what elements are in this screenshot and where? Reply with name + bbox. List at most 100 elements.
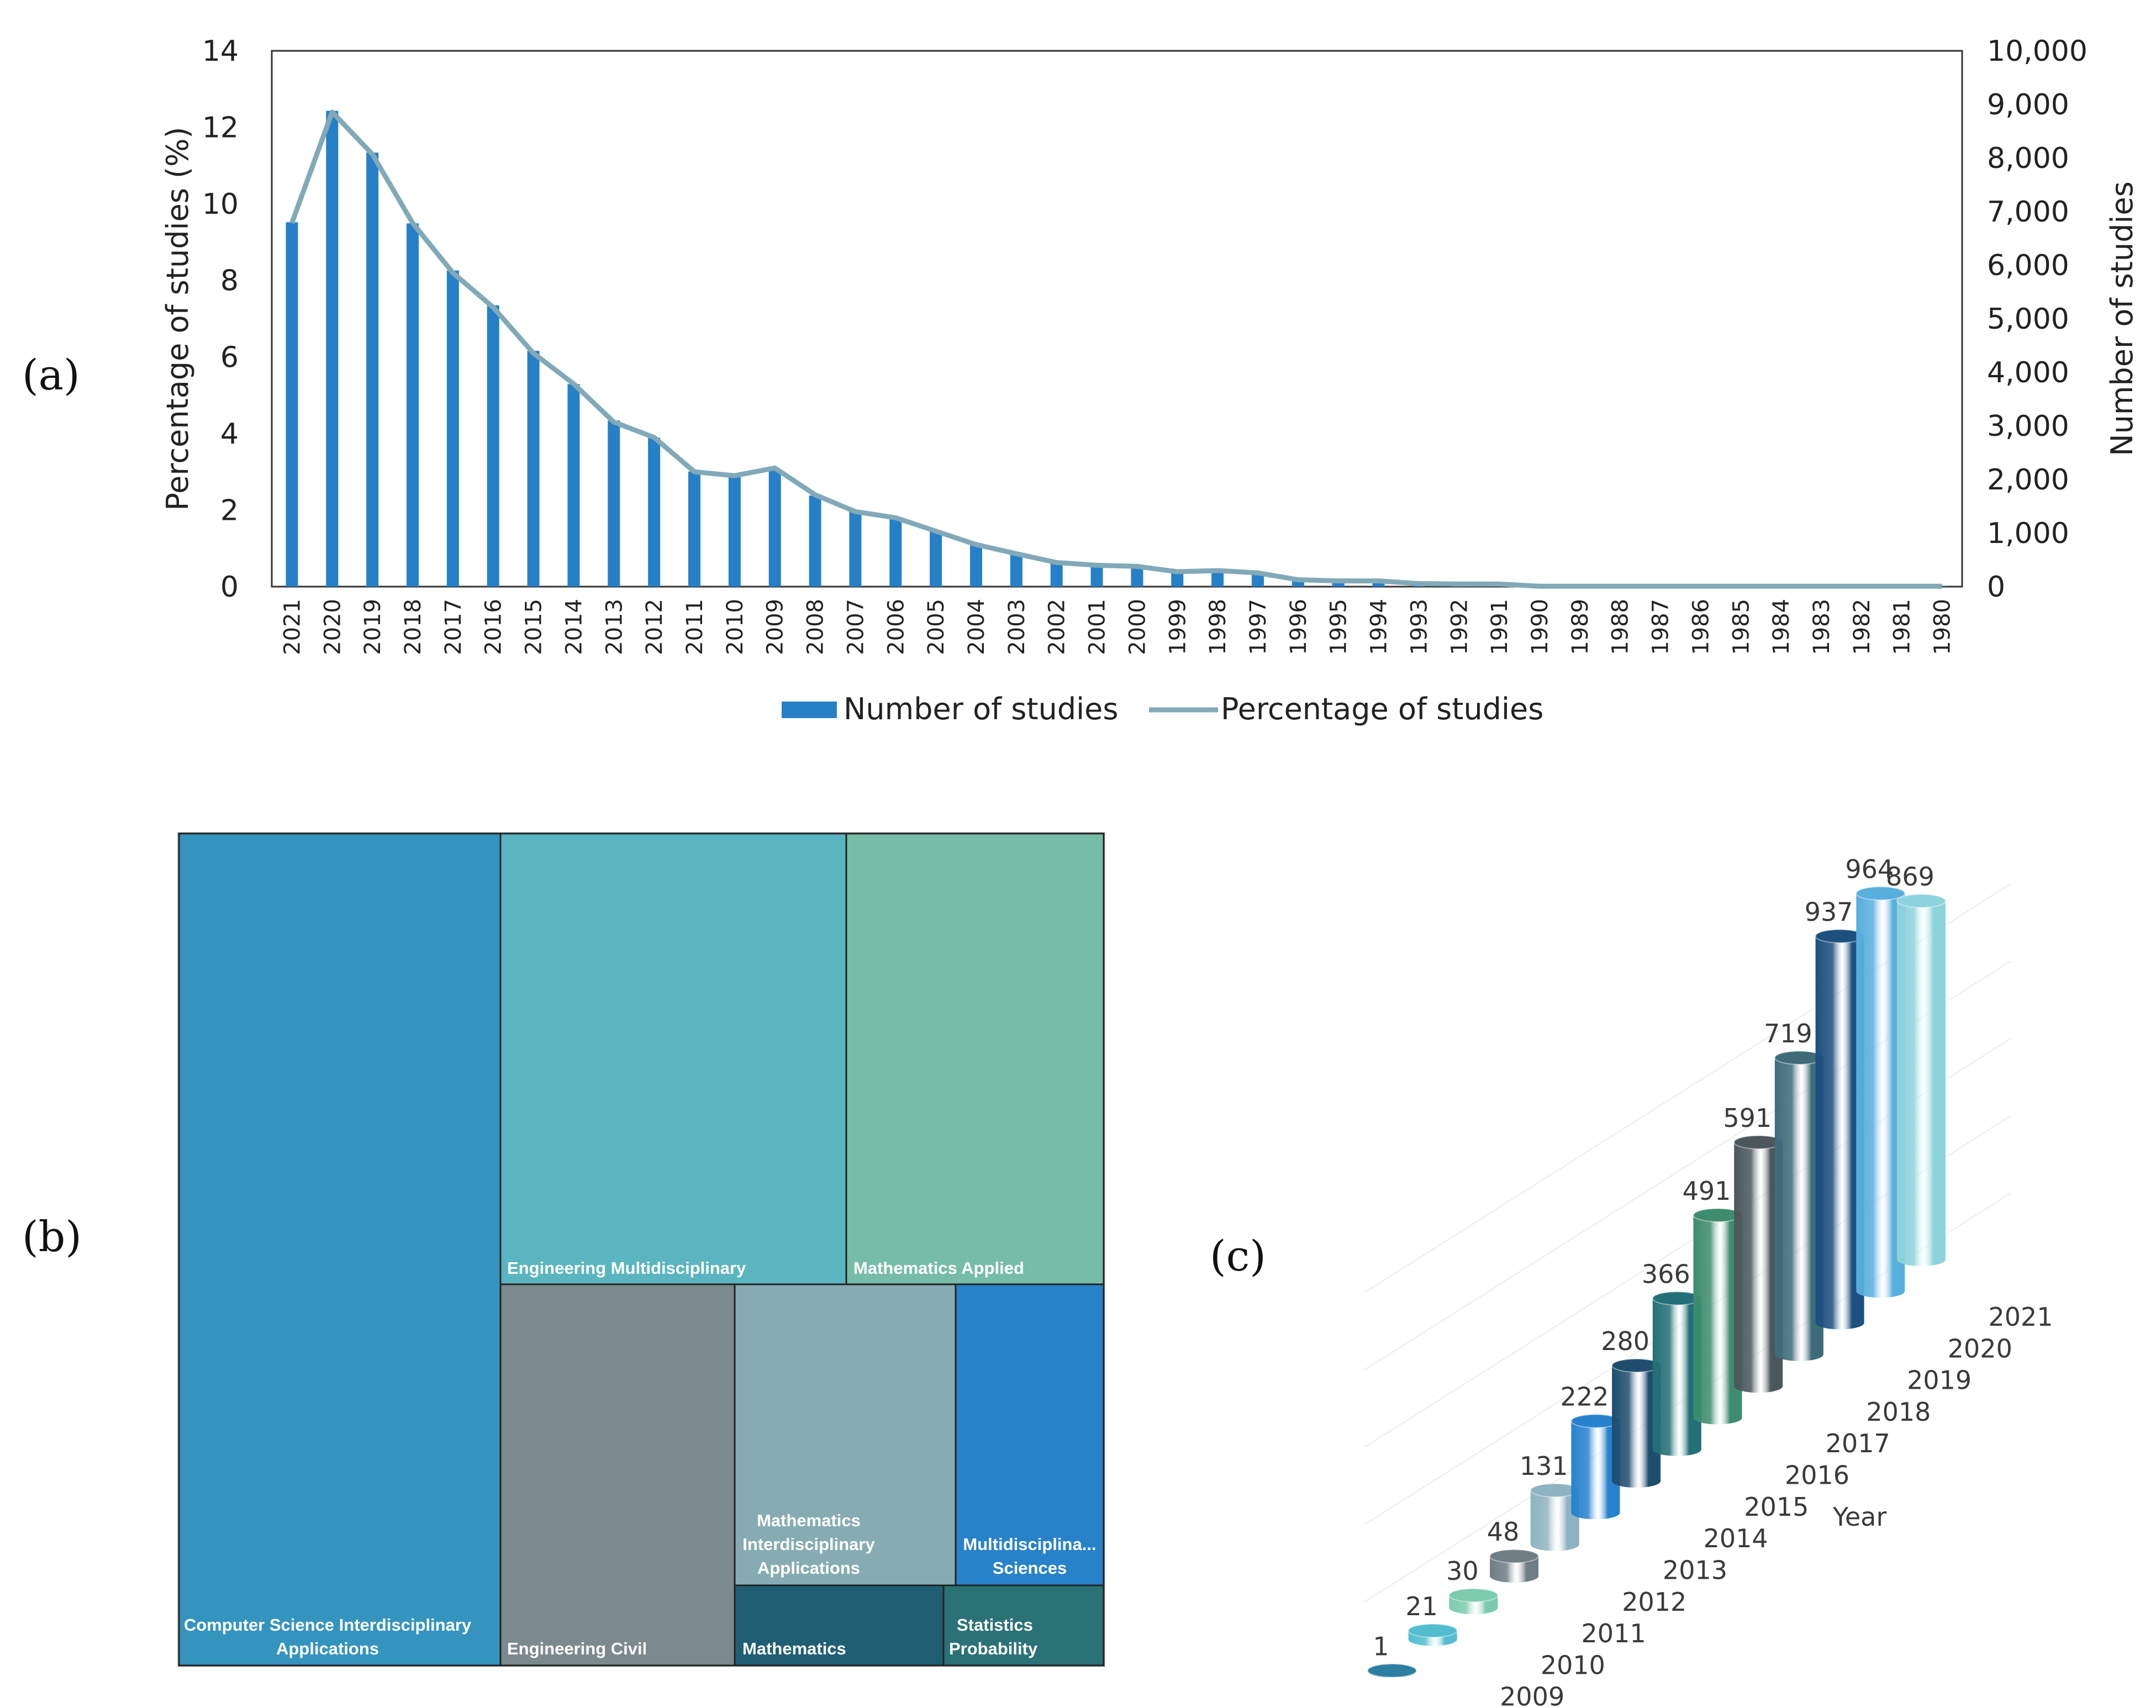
value-label-2009: 21	[1405, 1591, 1438, 1621]
treemap-rect-cs	[178, 832, 502, 1667]
treemap-rect-ma	[845, 832, 1105, 1285]
right-tick-label: 1,000	[1987, 517, 2069, 550]
right-tick-label: 3,000	[1987, 410, 2069, 443]
right-tick-label: 6,000	[1987, 249, 2069, 282]
chart-a-line	[289, 109, 1942, 589]
x-tick-label: 2016	[481, 599, 507, 655]
bar-1998	[1211, 570, 1224, 587]
cylinder-2017: 591	[1723, 1103, 1784, 1393]
treemap-tile-statistics-probability: Statistics Probability	[942, 1584, 1105, 1667]
bar-2018	[407, 223, 419, 587]
cylinder-body	[1856, 893, 1905, 1298]
x-tick-label: 2010	[723, 599, 748, 655]
treemap-tile-engineering-multidisciplinary: Engineering Multidisciplinary	[499, 832, 847, 1285]
cylinder-body	[1734, 1142, 1783, 1393]
bar-2009	[768, 468, 781, 587]
bar-2021	[286, 222, 298, 587]
treemap-tile-mathematics: Mathematics	[734, 1584, 945, 1667]
left-tick-label: 12	[202, 112, 239, 145]
bar-2012	[648, 437, 661, 587]
value-label-2015: 366	[1642, 1259, 1690, 1289]
bar-1997	[1252, 572, 1264, 587]
x-tick-label: 2002	[1045, 599, 1070, 655]
x-tick-label: 2001	[1085, 599, 1110, 655]
x-tick-label: 1980	[1930, 599, 1955, 655]
year-label-2017: 2017	[1826, 1428, 1890, 1458]
bar-2011	[688, 471, 700, 587]
treemap-label-ms-2: Sciences	[993, 1558, 1067, 1578]
treemap-label-cs-2: Applications	[276, 1639, 379, 1658]
cylinder-top	[1855, 886, 1906, 901]
x-tick-label: 1990	[1527, 599, 1553, 655]
x-tick-label: 1983	[1809, 599, 1835, 655]
year-label-2012: 2012	[1622, 1587, 1686, 1617]
treemap-rect-em	[499, 832, 847, 1285]
chart-a-y2label: Number of studies	[2105, 181, 2139, 456]
right-tick-label: 4,000	[1987, 356, 2069, 389]
x-tick-label: 1981	[1890, 599, 1915, 655]
x-tick-label: 2005	[924, 599, 949, 655]
treemap-tile-mathematics-interdisciplinary: Mathematics Interdisciplinary Applicatio…	[734, 1283, 957, 1586]
year-label-2010: 2010	[1541, 1650, 1605, 1680]
left-tick-label: 14	[202, 35, 239, 68]
cylinder-body	[1612, 1366, 1661, 1488]
chart-c-xlabel: Year	[1832, 1502, 1886, 1532]
cylinder-2015: 366	[1642, 1259, 1702, 1456]
x-tick-label: 2003	[1004, 599, 1030, 655]
x-tick-label: 1992	[1447, 599, 1472, 655]
legend-label-line: Percentage of studies	[1221, 692, 1543, 726]
treemap-label-sp-2: Probability	[949, 1639, 1038, 1658]
chart-a-x-ticks: 2021 2020 2019 2018 2017 2016 2015 2014 2013 2012…	[280, 599, 1955, 655]
cylinder-body	[1530, 1490, 1579, 1551]
x-tick-label: 1999	[1165, 599, 1190, 655]
right-tick-label: 2,000	[1987, 463, 2069, 497]
treemap-rect-mia	[734, 1283, 957, 1586]
x-tick-label: 1996	[1286, 599, 1311, 655]
cylinder-body	[1774, 1057, 1823, 1361]
chart-c-year-labels: 2008200920102011201220132014201520162017…	[1500, 1302, 2053, 1708]
cylinder-top	[1448, 1588, 1499, 1602]
x-tick-label: 2008	[803, 599, 829, 655]
cylinder-2013: 222	[1561, 1382, 1621, 1520]
year-label-2020: 2020	[1948, 1333, 2012, 1363]
cylinder-2016: 491	[1683, 1176, 1743, 1425]
right-tick-label: 5,000	[1987, 303, 2069, 336]
x-tick-label: 1982	[1849, 599, 1875, 655]
right-tick-label: 10,000	[1987, 35, 2088, 68]
bar-2004	[970, 545, 982, 587]
value-label-2021: 869	[1886, 862, 1934, 892]
year-label-2015: 2015	[1744, 1492, 1809, 1522]
chart-a: 0 2 4 6 8 10 12 14 0 1,000 2,000 3,000 4,000 5,000 6,…	[160, 35, 2139, 726]
x-tick-label: 2009	[763, 599, 788, 655]
x-tick-label: 1997	[1246, 599, 1271, 655]
year-label-2014: 2014	[1704, 1524, 1768, 1553]
x-tick-label: 2014	[561, 599, 587, 655]
treemap-tile-computer-science: Computer Science Interdisciplinary Appli…	[178, 832, 502, 1667]
bar-2017	[446, 270, 459, 587]
x-tick-label: 1994	[1367, 599, 1392, 655]
cylinder-body	[1408, 1631, 1457, 1646]
x-tick-label: 2021	[280, 599, 305, 655]
cylinder-2019: 937	[1805, 897, 1865, 1330]
cylinder-body	[1693, 1215, 1742, 1425]
treemap-label-em: Engineering Multidisciplinary	[507, 1258, 746, 1278]
x-tick-label: 2004	[964, 599, 989, 655]
legend-swatch-bars	[782, 702, 837, 718]
value-label-2019: 937	[1805, 897, 1853, 927]
bar-2007	[849, 512, 862, 587]
cylinder-body	[1490, 1556, 1539, 1583]
cylinder-top	[1896, 893, 1946, 908]
value-label-2010: 30	[1446, 1556, 1479, 1586]
x-tick-label: 1988	[1608, 599, 1633, 655]
x-tick-label: 2000	[1125, 599, 1150, 655]
chart-a-legend: Number of studies Percentage of studies	[782, 692, 1543, 726]
right-tick-label: 8,000	[1987, 142, 2069, 175]
treemap-label-mia-2: Interdisciplinary	[742, 1535, 875, 1554]
x-tick-label: 1989	[1568, 599, 1593, 655]
left-tick-label: 0	[220, 571, 239, 604]
bar-2019	[366, 152, 379, 587]
panel-label-a: (a)	[22, 350, 80, 399]
legend-label-bars: Number of studies	[844, 692, 1118, 726]
panel-label-b: (b)	[22, 1212, 82, 1261]
